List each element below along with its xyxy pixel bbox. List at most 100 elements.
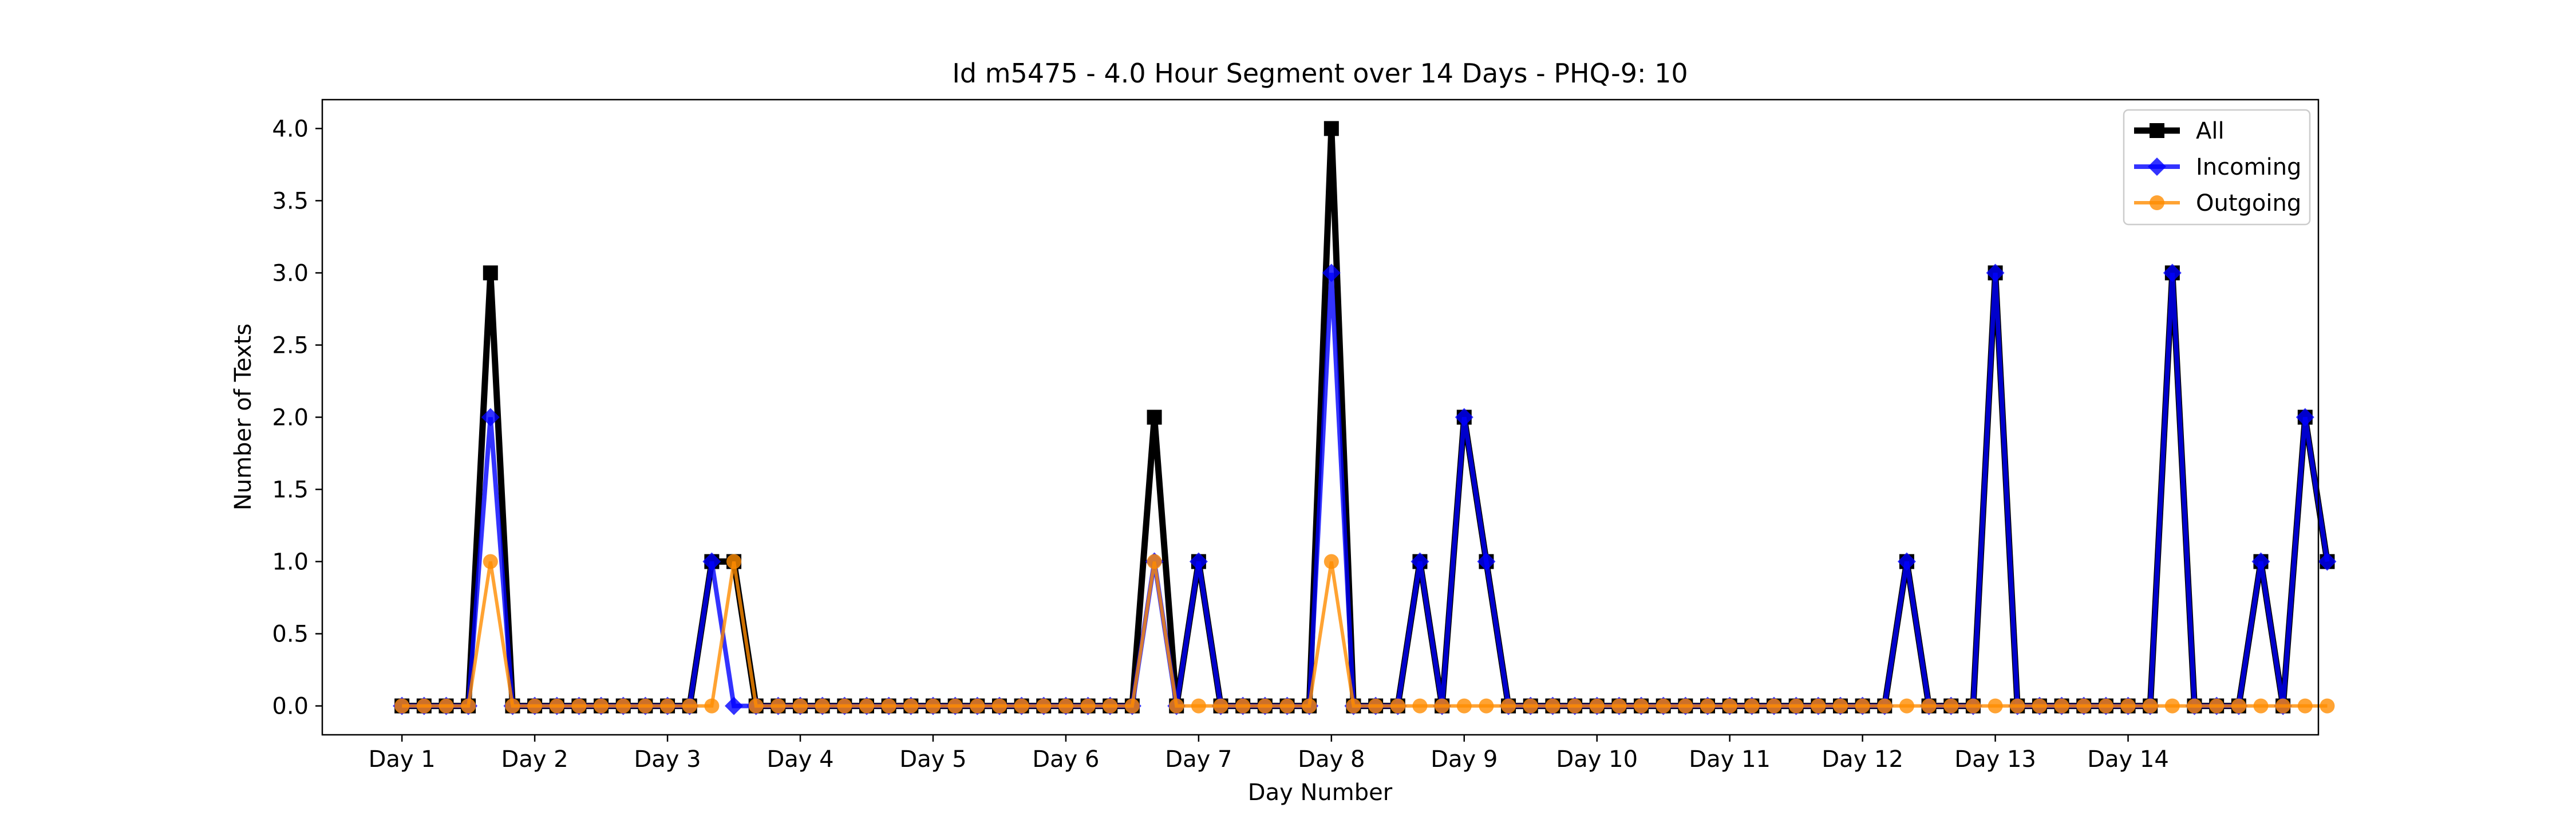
legend-marker-outgoing xyxy=(2150,195,2164,210)
data-point-outgoing xyxy=(2231,698,2246,714)
x-tick-label: Day 12 xyxy=(1822,746,1903,773)
data-point-outgoing xyxy=(815,698,830,714)
data-point-outgoing xyxy=(2054,698,2069,714)
data-point-outgoing xyxy=(1611,698,1627,714)
y-tick-label: 4.0 xyxy=(272,116,309,142)
data-point-outgoing xyxy=(549,698,564,714)
data-point-incoming xyxy=(2251,552,2270,571)
data-point-outgoing xyxy=(903,698,919,714)
data-point-outgoing xyxy=(1545,698,1560,714)
data-point-outgoing xyxy=(1501,698,1516,714)
x-tick-label: Day 7 xyxy=(1165,746,1232,773)
data-point-outgoing xyxy=(1368,698,1384,714)
data-point-outgoing xyxy=(837,698,852,714)
data-point-incoming xyxy=(725,696,744,715)
data-point-all xyxy=(483,265,498,281)
y-tick-label: 0.0 xyxy=(272,694,309,720)
data-point-outgoing xyxy=(2275,698,2291,714)
data-point-outgoing xyxy=(638,698,653,714)
data-point-outgoing xyxy=(1722,698,1737,714)
data-point-outgoing xyxy=(1169,698,1184,714)
data-point-outgoing xyxy=(1700,698,1716,714)
y-tick-label: 1.5 xyxy=(272,477,309,503)
data-point-outgoing xyxy=(2187,698,2202,714)
data-point-outgoing xyxy=(793,698,808,714)
data-point-outgoing xyxy=(2010,698,2025,714)
data-point-incoming xyxy=(2318,552,2337,571)
data-point-outgoing xyxy=(1235,698,1251,714)
data-point-outgoing xyxy=(1279,698,1295,714)
legend-label-outgoing: Outgoing xyxy=(2196,190,2301,216)
y-axis-label: Number of Texts xyxy=(230,324,256,510)
legend-label-all: All xyxy=(2196,118,2225,144)
x-tick-label: Day 6 xyxy=(1032,746,1099,773)
data-point-outgoing xyxy=(682,698,697,714)
data-point-incoming xyxy=(2296,408,2314,427)
data-point-outgoing xyxy=(1523,698,1538,714)
data-point-outgoing xyxy=(1899,698,1914,714)
data-point-outgoing xyxy=(1036,698,1052,714)
data-point-outgoing xyxy=(970,698,985,714)
data-point-outgoing xyxy=(2209,698,2225,714)
x-tick-label: Day 5 xyxy=(899,746,966,773)
data-point-outgoing xyxy=(1323,554,1339,569)
data-point-outgoing xyxy=(1302,698,1317,714)
legend-item-all: All xyxy=(2134,118,2225,144)
data-point-outgoing xyxy=(2032,698,2047,714)
data-point-outgoing xyxy=(1191,698,1206,714)
data-point-outgoing xyxy=(881,698,896,714)
data-point-outgoing xyxy=(2164,698,2180,714)
data-point-outgoing xyxy=(1346,698,1361,714)
data-point-outgoing xyxy=(1213,698,1228,714)
data-point-outgoing xyxy=(1921,698,1937,714)
data-point-outgoing xyxy=(2098,698,2113,714)
series-line-outgoing xyxy=(402,561,2328,708)
data-point-outgoing xyxy=(1767,698,1781,714)
data-point-outgoing xyxy=(925,698,941,714)
data-point-outgoing xyxy=(1656,698,1671,714)
legend-item-incoming: Incoming xyxy=(2134,154,2301,180)
data-point-outgoing xyxy=(1832,698,1848,714)
data-point-outgoing xyxy=(1412,698,1428,714)
data-point-outgoing xyxy=(2253,698,2269,714)
data-point-all xyxy=(1147,409,1162,425)
y-tick-label: 2.5 xyxy=(272,332,309,359)
data-point-outgoing xyxy=(771,698,786,714)
data-point-outgoing xyxy=(571,698,587,714)
data-point-outgoing xyxy=(461,698,476,714)
x-tick-label: Day 11 xyxy=(1689,746,1771,773)
data-point-outgoing xyxy=(1943,698,1959,714)
data-point-outgoing xyxy=(1855,698,1870,714)
data-point-outgoing xyxy=(1080,698,1096,714)
data-point-outgoing xyxy=(1678,698,1693,714)
data-point-outgoing xyxy=(1567,698,1583,714)
x-tick-label: Day 14 xyxy=(2087,746,2169,773)
data-point-incoming xyxy=(1897,552,1916,571)
data-point-outgoing xyxy=(1014,698,1029,714)
x-tick-label: Day 3 xyxy=(634,746,701,773)
data-point-incoming xyxy=(1411,552,1429,571)
data-point-outgoing xyxy=(1124,698,1140,714)
data-point-outgoing xyxy=(416,698,432,714)
data-point-outgoing xyxy=(1965,698,1981,714)
data-point-outgoing xyxy=(1811,698,1826,714)
data-point-outgoing xyxy=(1147,554,1162,569)
y-tick-label: 3.5 xyxy=(272,188,309,214)
data-point-outgoing xyxy=(1744,698,1760,714)
data-point-outgoing xyxy=(1257,698,1273,714)
data-point-outgoing xyxy=(1390,698,1405,714)
legend: All Incoming Outgoing xyxy=(2123,109,2311,226)
x-axis-label: Day Number xyxy=(1248,779,1393,806)
data-point-incoming xyxy=(1322,263,1341,282)
y-tick-label: 1.0 xyxy=(272,549,309,576)
legend-label-incoming: Incoming xyxy=(2196,154,2301,180)
data-point-incoming xyxy=(2163,263,2182,282)
x-tick-label: Day 10 xyxy=(1556,746,1638,773)
x-tick-label: Day 8 xyxy=(1298,746,1365,773)
data-point-incoming xyxy=(1455,408,1473,427)
x-tick-label: Day 4 xyxy=(767,746,833,773)
data-point-outgoing xyxy=(748,698,764,714)
x-tick-label: Day 9 xyxy=(1431,746,1498,773)
